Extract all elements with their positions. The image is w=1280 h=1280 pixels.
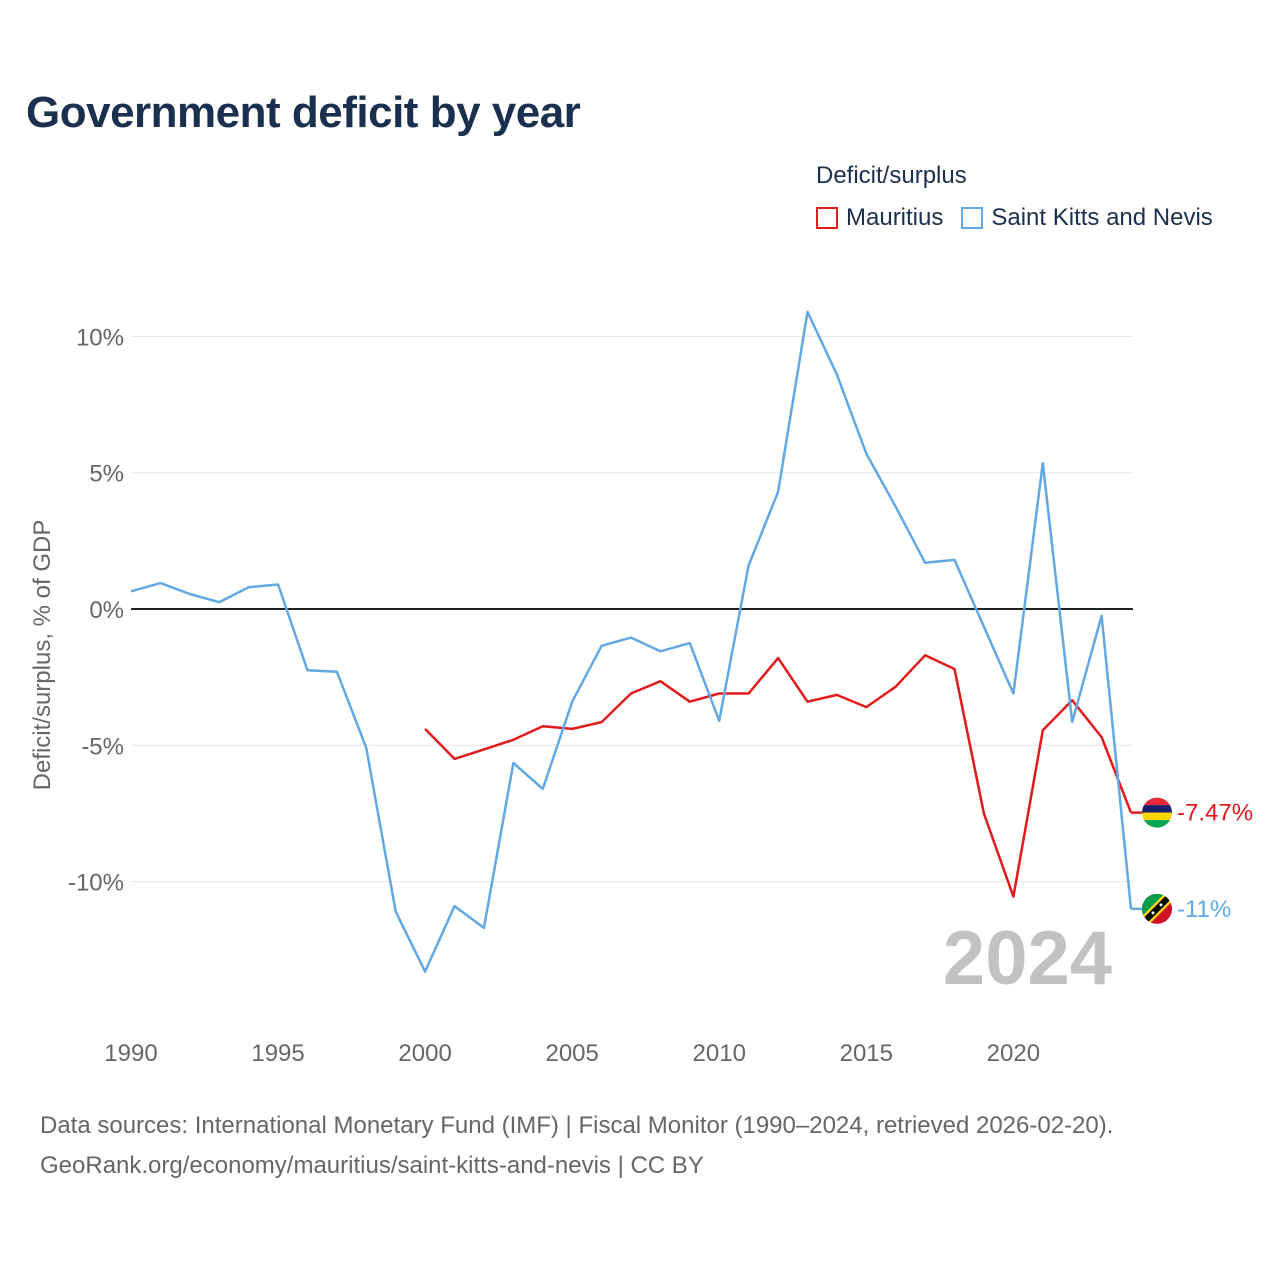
flag-mauritius-icon	[1142, 797, 1172, 828]
legend-swatch-mauritius	[816, 207, 838, 229]
attribution-link[interactable]: GeoRank.org/economy/mauritius/saint-kitt…	[40, 1152, 704, 1179]
flag-saint-kitts-and-nevis-icon	[1142, 893, 1172, 924]
series-line-mauritius	[424, 654, 1133, 898]
legend-label-saint-kitts-and-nevis: Saint Kitts and Nevis	[991, 204, 1213, 231]
x-tick-label: 1990	[104, 1040, 157, 1067]
legend-title: Deficit/surplus	[816, 162, 967, 189]
legend-swatch-saint-kitts-and-nevis	[961, 207, 984, 229]
legend-item-saint-kitts-and-nevis[interactable]: Saint Kitts and Nevis	[961, 204, 1213, 232]
footer: Data sources: International Monetary Fun…	[40, 1106, 1113, 1186]
legend: Mauritius Saint Kitts and Nevis	[816, 204, 1231, 232]
data-source-note: Data sources: International Monetary Fun…	[40, 1112, 1114, 1139]
end-value-label-saint-kitts-and-nevis: -11%	[1177, 896, 1231, 923]
x-tick-label: 2020	[987, 1040, 1040, 1067]
series-line-saint-kitts-and-nevis	[130, 310, 1133, 973]
y-tick-label: 0%	[89, 597, 124, 624]
y-tick-label: -5%	[81, 733, 124, 760]
end-value-label-mauritius: -7.47%	[1177, 800, 1253, 827]
x-tick-label: 2015	[840, 1040, 893, 1067]
legend-item-mauritius[interactable]: Mauritius	[816, 204, 943, 232]
x-tick-label: 2005	[545, 1040, 598, 1067]
y-tick-label: -10%	[68, 870, 124, 897]
chart-title: Government deficit by year	[26, 88, 581, 137]
year-watermark: 2024	[943, 916, 1112, 1001]
x-tick-label: 2000	[398, 1040, 451, 1067]
legend-label-mauritius: Mauritius	[846, 204, 944, 231]
y-tick-label: 5%	[89, 461, 124, 488]
y-tick-label: 10%	[76, 324, 124, 351]
line-chart: 10% 5% 0% -5% -10% 1990 1995 2000 2005 2010 2015 20…	[29, 310, 1253, 1067]
x-tick-label: 2010	[693, 1040, 746, 1067]
y-axis-label: Deficit/surplus, % of GDP	[29, 520, 56, 791]
x-tick-label: 1995	[251, 1040, 304, 1067]
